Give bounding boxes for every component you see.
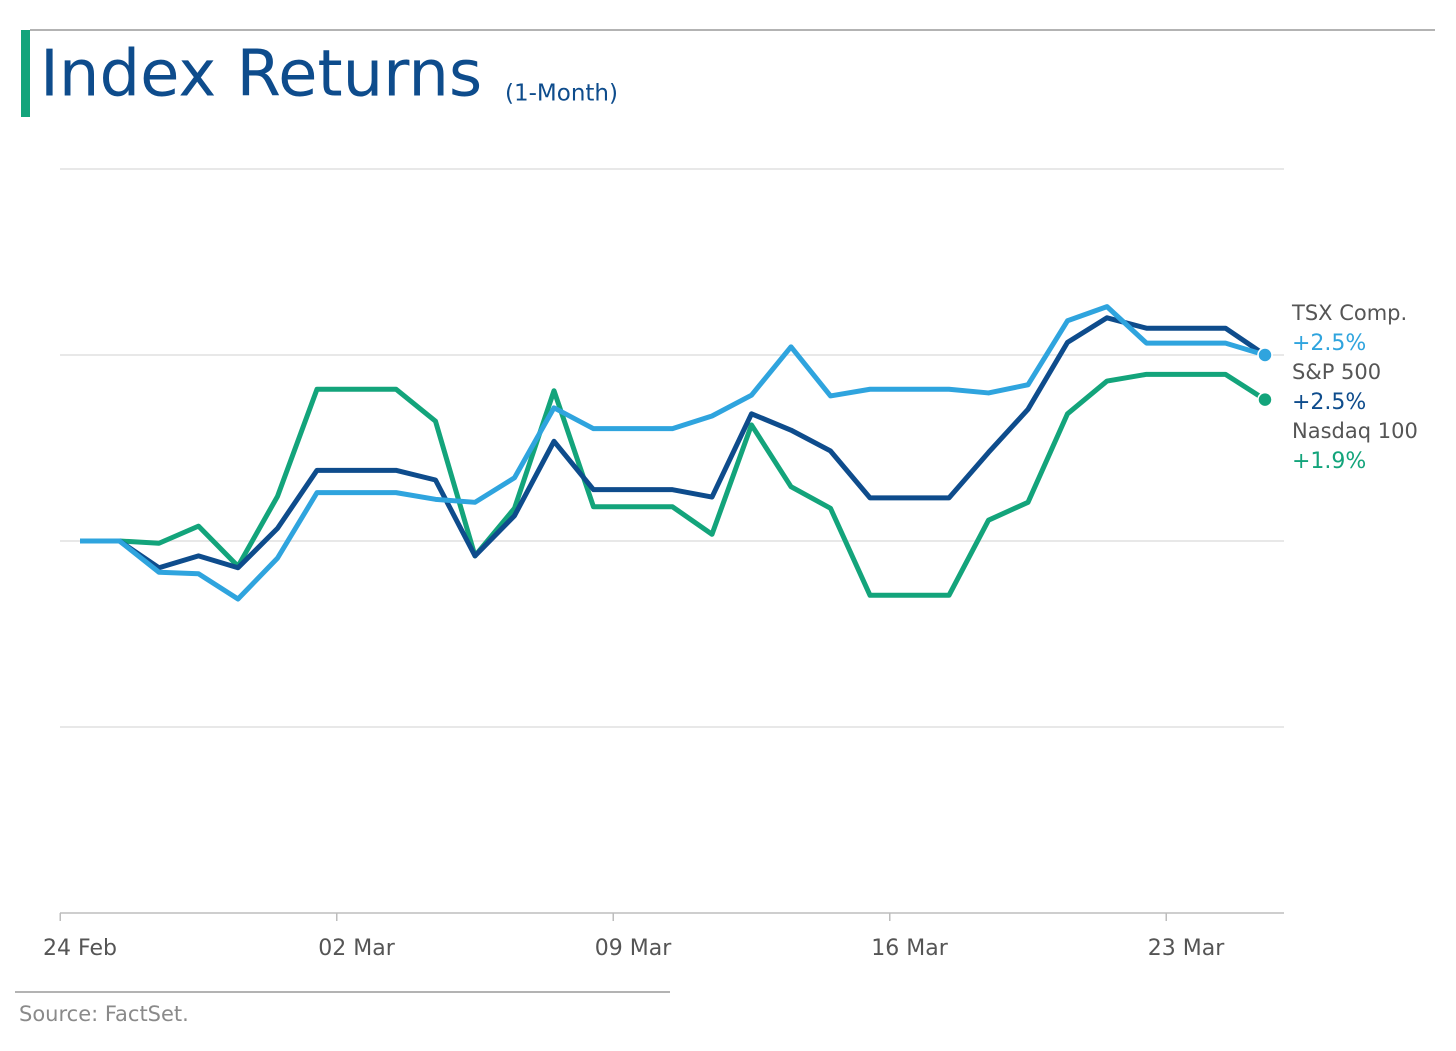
x-tick-label: 23 Mar [1148, 936, 1225, 961]
x-tick-label: 24 Feb [43, 936, 117, 961]
legend-label: TSX Comp. [1291, 301, 1407, 325]
x-tick-label: 16 Mar [871, 936, 948, 961]
series-line [80, 304, 1266, 602]
x-tick-label: 02 Mar [318, 936, 395, 961]
end-label: +2.5% [1292, 390, 1366, 415]
legend-label: S&P 500 [1292, 360, 1381, 384]
x-tick-label: 09 Mar [595, 936, 672, 961]
series-line [80, 315, 1267, 571]
chart-subtitle: (1-Month) [505, 81, 618, 107]
end-dot [1257, 391, 1273, 408]
chart-title: Index Returns [40, 38, 482, 112]
legend-label: Nasdaq 100 [1292, 419, 1418, 443]
title-accent [21, 30, 30, 117]
series-line [80, 371, 1267, 598]
end-label: +2.5% [1292, 331, 1366, 356]
source-note: Source: FactSet. [19, 1002, 189, 1026]
end-dot [1257, 347, 1273, 363]
end-label: +1.9% [1292, 449, 1366, 474]
